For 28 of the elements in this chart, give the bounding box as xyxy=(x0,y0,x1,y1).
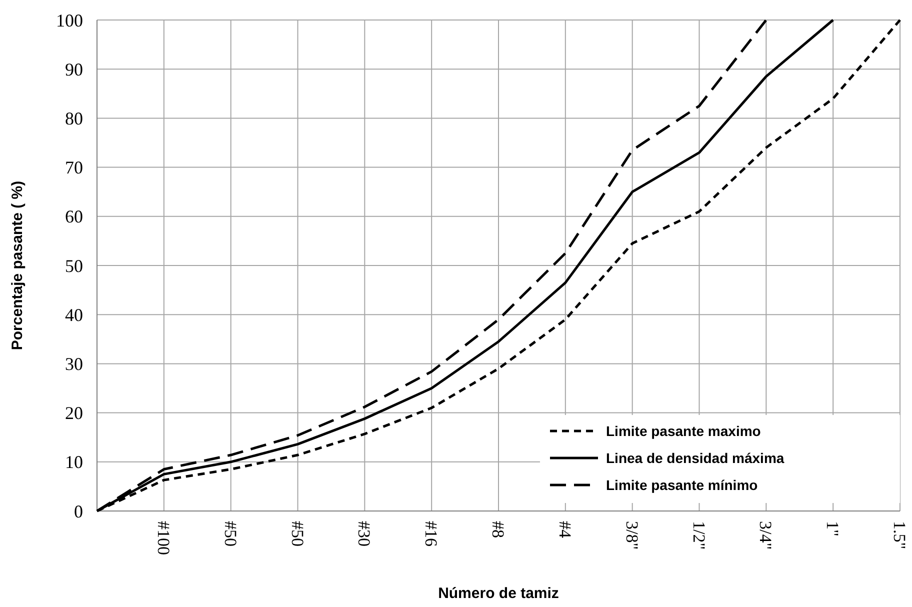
x-tick-label: #50 xyxy=(220,521,240,546)
legend-label: Limite pasante mínimo xyxy=(606,476,758,493)
y-tick-label: 0 xyxy=(74,501,83,522)
legend-label: Linea de densidad máxima xyxy=(606,450,784,466)
y-tick-label: 70 xyxy=(65,158,83,178)
x-tick-label: 1/2" xyxy=(689,521,708,550)
x-tick-label: #100 xyxy=(154,521,173,555)
y-axis-title: Porcentaje pasante ( %) xyxy=(9,180,26,350)
x-axis-title: Número de tamiz xyxy=(438,585,559,602)
x-tick-label: #30 xyxy=(354,521,374,546)
x-tick-label: 1.5" xyxy=(890,521,910,550)
legend-label: Limite pasante maximo xyxy=(606,422,761,439)
y-tick-label: 60 xyxy=(65,206,83,227)
y-tick-label: 90 xyxy=(65,59,83,80)
x-tick-label: 1" xyxy=(823,521,842,536)
x-tick-label: 3/8" xyxy=(622,521,642,550)
y-tick-label: 100 xyxy=(56,10,83,30)
x-tick-label: #4 xyxy=(555,521,574,538)
y-tick-label: 10 xyxy=(65,452,83,472)
y-tick-label: 30 xyxy=(65,354,83,374)
x-tick-label: #8 xyxy=(488,521,508,538)
x-tick-label: 3/4" xyxy=(756,521,776,550)
y-tick-label: 20 xyxy=(65,403,83,424)
x-tick-label: #50 xyxy=(288,521,307,546)
y-tick-label: 80 xyxy=(65,108,83,128)
y-tick-label: 40 xyxy=(65,304,83,325)
y-tick-label: 50 xyxy=(65,256,83,276)
x-tick-label: #16 xyxy=(422,521,441,546)
